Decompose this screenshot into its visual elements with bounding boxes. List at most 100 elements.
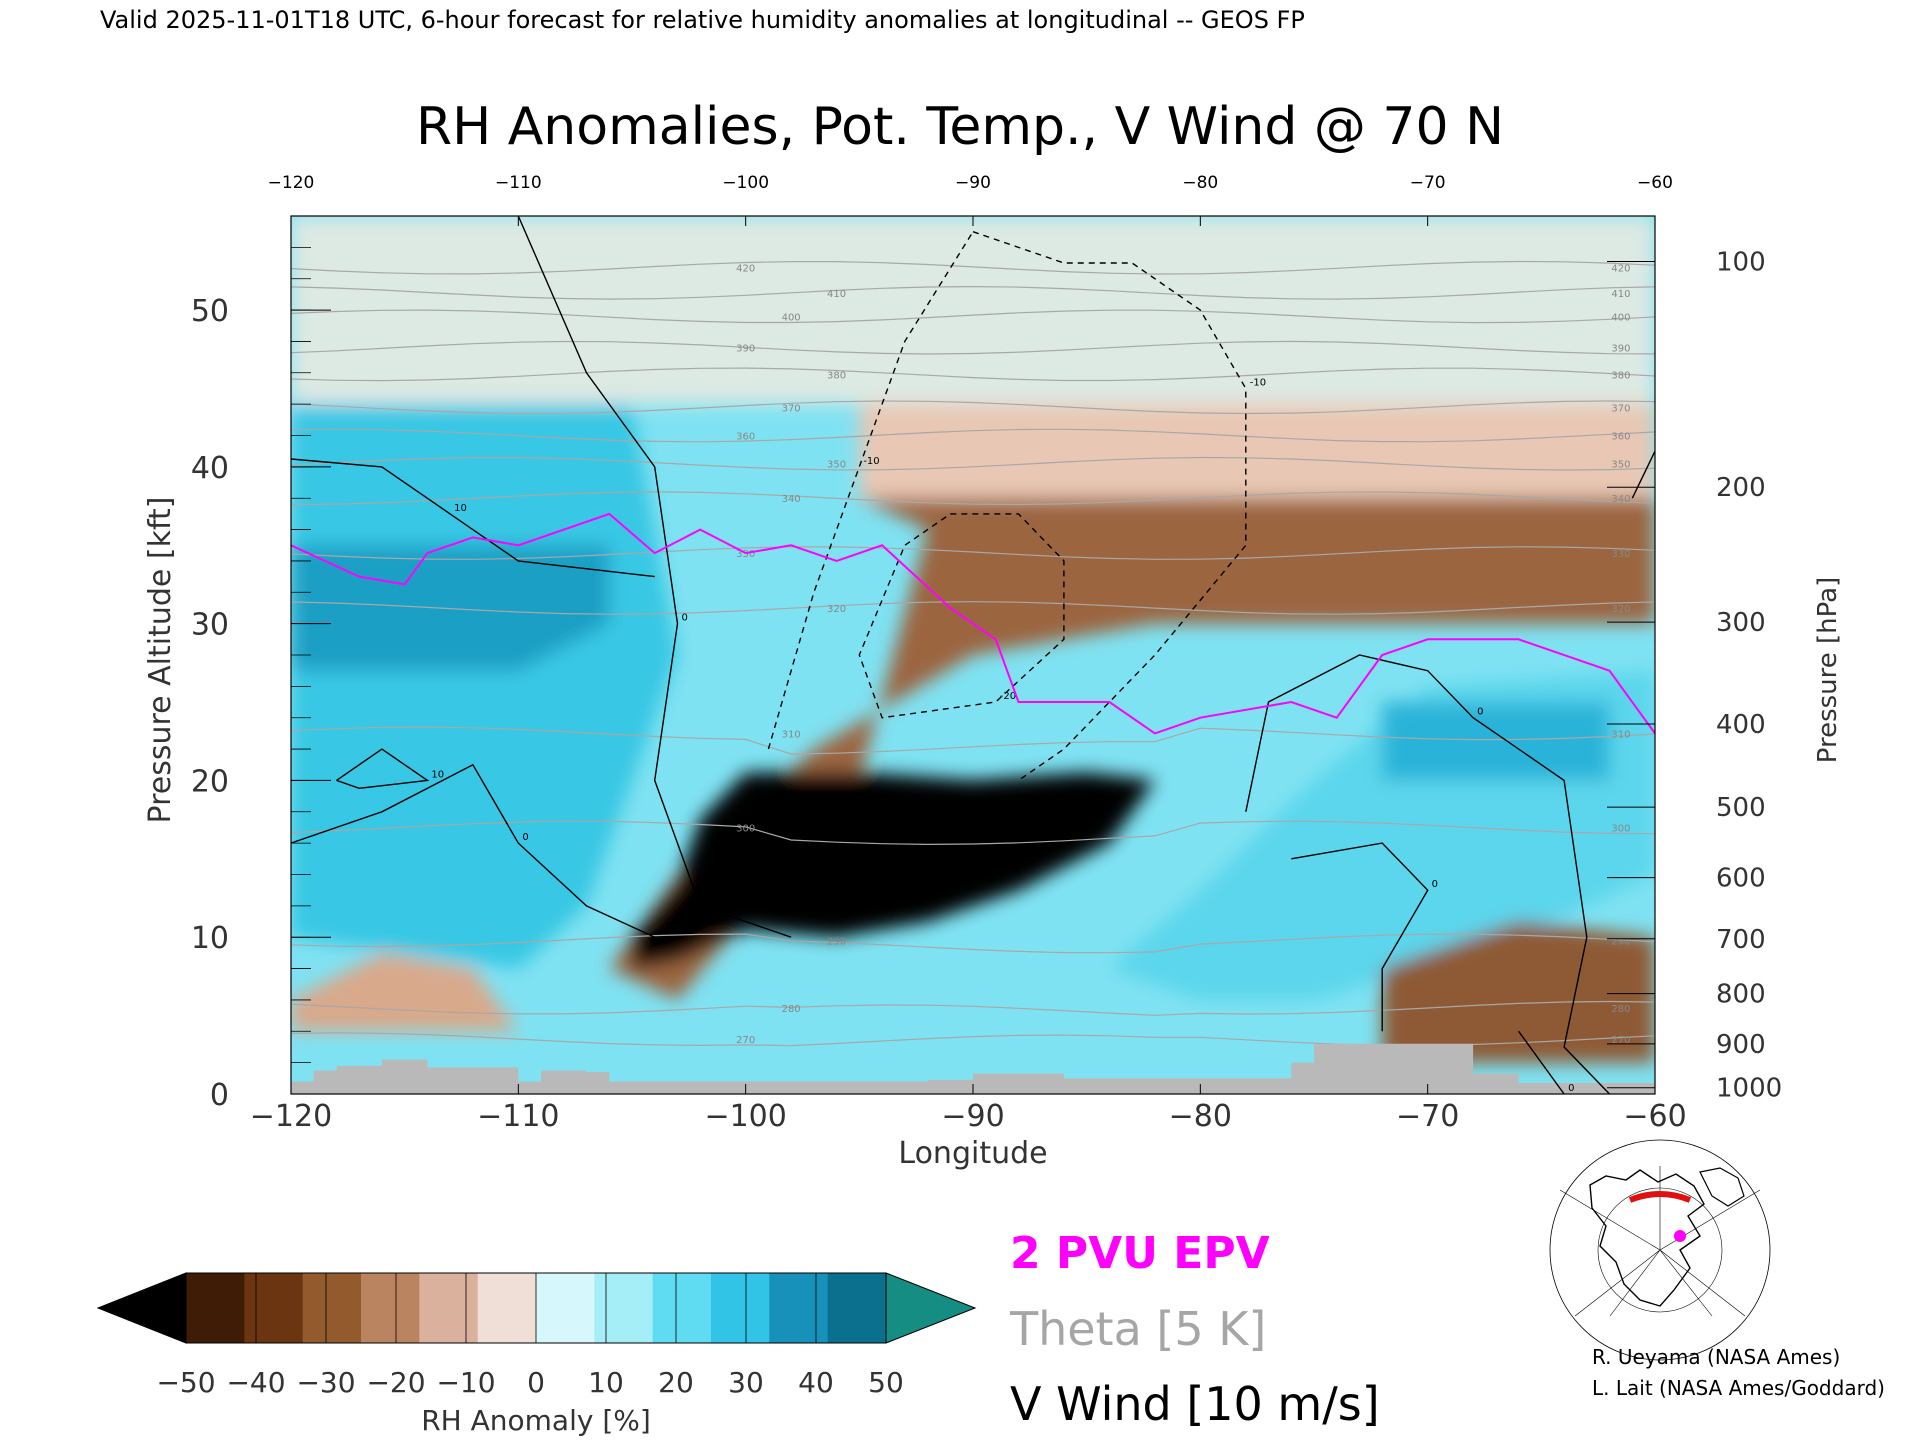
colorbar-swatch	[186, 1273, 245, 1343]
y-tick-label: 30	[191, 608, 229, 643]
colorbar-tick-label: 30	[728, 1366, 764, 1399]
inset-map-background	[1560, 1166, 1756, 1316]
colorbar-tick-label: −20	[366, 1366, 425, 1399]
colorbar-tick-label: −30	[296, 1366, 355, 1399]
rh-region	[291, 952, 519, 1032]
colorbar-swatch	[536, 1273, 595, 1343]
theta-line	[291, 285, 1655, 300]
x-tick-label-top: −80	[1182, 173, 1218, 193]
theta-label: 300	[736, 823, 755, 834]
theta-label: 340	[782, 494, 801, 505]
theta-label: 310	[1611, 729, 1630, 740]
v-wind-contour	[767, 231, 974, 750]
pressure-tick-label: 300	[1716, 608, 1766, 638]
rh-anomaly-field	[291, 216, 1655, 1063]
v-wind-label: 0	[681, 613, 687, 624]
x-tick-label-top: −100	[722, 173, 769, 193]
v-wind-contour	[336, 748, 430, 790]
y-tick-label: 10	[191, 921, 229, 956]
v-wind-label: 0	[1568, 1083, 1574, 1094]
colorbar-tick-label: 0	[527, 1366, 545, 1399]
colorbar-tick-label: −10	[436, 1366, 495, 1399]
pressure-tick-label: 1000	[1716, 1074, 1782, 1104]
theta-isentropes: 270 270 280 280 290 290 300 300 310 310 320 320 330 3…	[291, 260, 1655, 1047]
inset-map-coastline	[1589, 1169, 1705, 1307]
x-tick-label-top: −110	[495, 173, 542, 193]
theta-label: 410	[827, 289, 846, 300]
pressure-tick-label: 800	[1716, 980, 1766, 1010]
theta-line	[291, 367, 1655, 382]
x-tick-label: −60	[1623, 1099, 1686, 1134]
colorbar-swatch	[594, 1273, 654, 1343]
theta-line	[291, 1000, 1655, 1016]
pressure-tick-label: 500	[1716, 793, 1766, 823]
v-wind-contour	[517, 216, 792, 938]
rh-region	[291, 545, 610, 671]
v-wind-label: -10	[1250, 377, 1266, 388]
axes: −120 −120 −110 −110 −100 −100 −90 −90 −80 −80 −70 −…	[191, 173, 1782, 1134]
theta-label: 380	[1611, 370, 1630, 381]
x-tick-label-top: −90	[955, 173, 991, 193]
rh-region	[1382, 702, 1610, 781]
v-wind-contour	[1291, 842, 1429, 1032]
theta-label: 360	[1611, 432, 1630, 443]
theta-label: 350	[1611, 460, 1630, 471]
y-axis-label: Pressure Altitude [kft]	[143, 497, 178, 824]
v-wind-label: 10	[431, 769, 444, 780]
y-tick-label: 40	[191, 451, 229, 486]
theta-label: 310	[782, 729, 801, 740]
epv-2pvu-contour	[291, 512, 1655, 735]
rh-region	[1382, 921, 1655, 1063]
rh-region	[609, 498, 1655, 1000]
theta-label: 330	[1611, 549, 1630, 560]
theta-label: 420	[1611, 264, 1630, 275]
x-tick-label: −110	[477, 1099, 559, 1134]
pressure-tick-label: 400	[1716, 710, 1766, 740]
theta-label: 400	[782, 312, 801, 323]
credit-line-1: R. Ueyama (NASA Ames)	[1592, 1345, 1840, 1369]
theta-label: 330	[736, 549, 755, 560]
legend-vwind: V Wind [10 m/s]	[1010, 1377, 1380, 1431]
v-wind-contour	[1631, 450, 1655, 499]
x-tick-label: −100	[704, 1099, 786, 1134]
theta-line	[291, 309, 1655, 324]
colorbar-swatch	[827, 1273, 887, 1343]
v-wind-contour	[291, 763, 655, 938]
x-tick-label: −70	[1396, 1099, 1459, 1134]
inset-location-map	[1549, 1139, 1771, 1361]
inset-map-circle	[1549, 1139, 1771, 1361]
v-wind-contours: 0 10 10 0 0 0 0 0 -10 -10 -20	[291, 216, 1655, 1094]
y-tick-label: 0	[210, 1078, 229, 1113]
inset-map-transect	[1628, 1191, 1692, 1203]
inset-map-meridians	[1559, 1166, 1761, 1317]
theta-line	[291, 726, 1655, 755]
y-tick-label: 20	[191, 764, 229, 799]
colorbar-swatch	[477, 1273, 537, 1343]
x-tick-label: −120	[250, 1099, 332, 1134]
theta-label: 420	[736, 264, 755, 275]
colorbar-swatch	[244, 1273, 304, 1343]
theta-label: 370	[782, 403, 801, 414]
v-wind-contour	[291, 458, 655, 578]
theta-label: 280	[1611, 1004, 1630, 1015]
theta-line	[291, 601, 1655, 615]
theta-label: 320	[827, 604, 846, 615]
legend-epv: 2 PVU EPV	[1010, 1228, 1270, 1279]
rh-region	[859, 404, 1655, 499]
v-wind-label: 0	[1432, 879, 1438, 890]
theta-label: 370	[1611, 403, 1630, 414]
credit-line-2: L. Lait (NASA Ames/Goddard)	[1592, 1376, 1885, 1400]
theta-label: 390	[1611, 344, 1630, 355]
inset-map-marker	[1674, 1230, 1686, 1242]
pressure-tick-label: 900	[1716, 1030, 1766, 1060]
topography	[291, 1043, 1655, 1094]
valid-time-header: Valid 2025-11-01T18 UTC, 6-hour forecast…	[100, 6, 1305, 34]
theta-line	[291, 820, 1655, 846]
x-tick-label: −90	[941, 1099, 1004, 1134]
plot-area: 270 270 280 280 290 290 300 300 310 310 320 320 330 3…	[291, 216, 1655, 1094]
theta-line	[291, 933, 1655, 954]
x-tick-label-top: −60	[1637, 173, 1673, 193]
rh-region	[291, 216, 1655, 405]
theta-label: 350	[827, 460, 846, 471]
